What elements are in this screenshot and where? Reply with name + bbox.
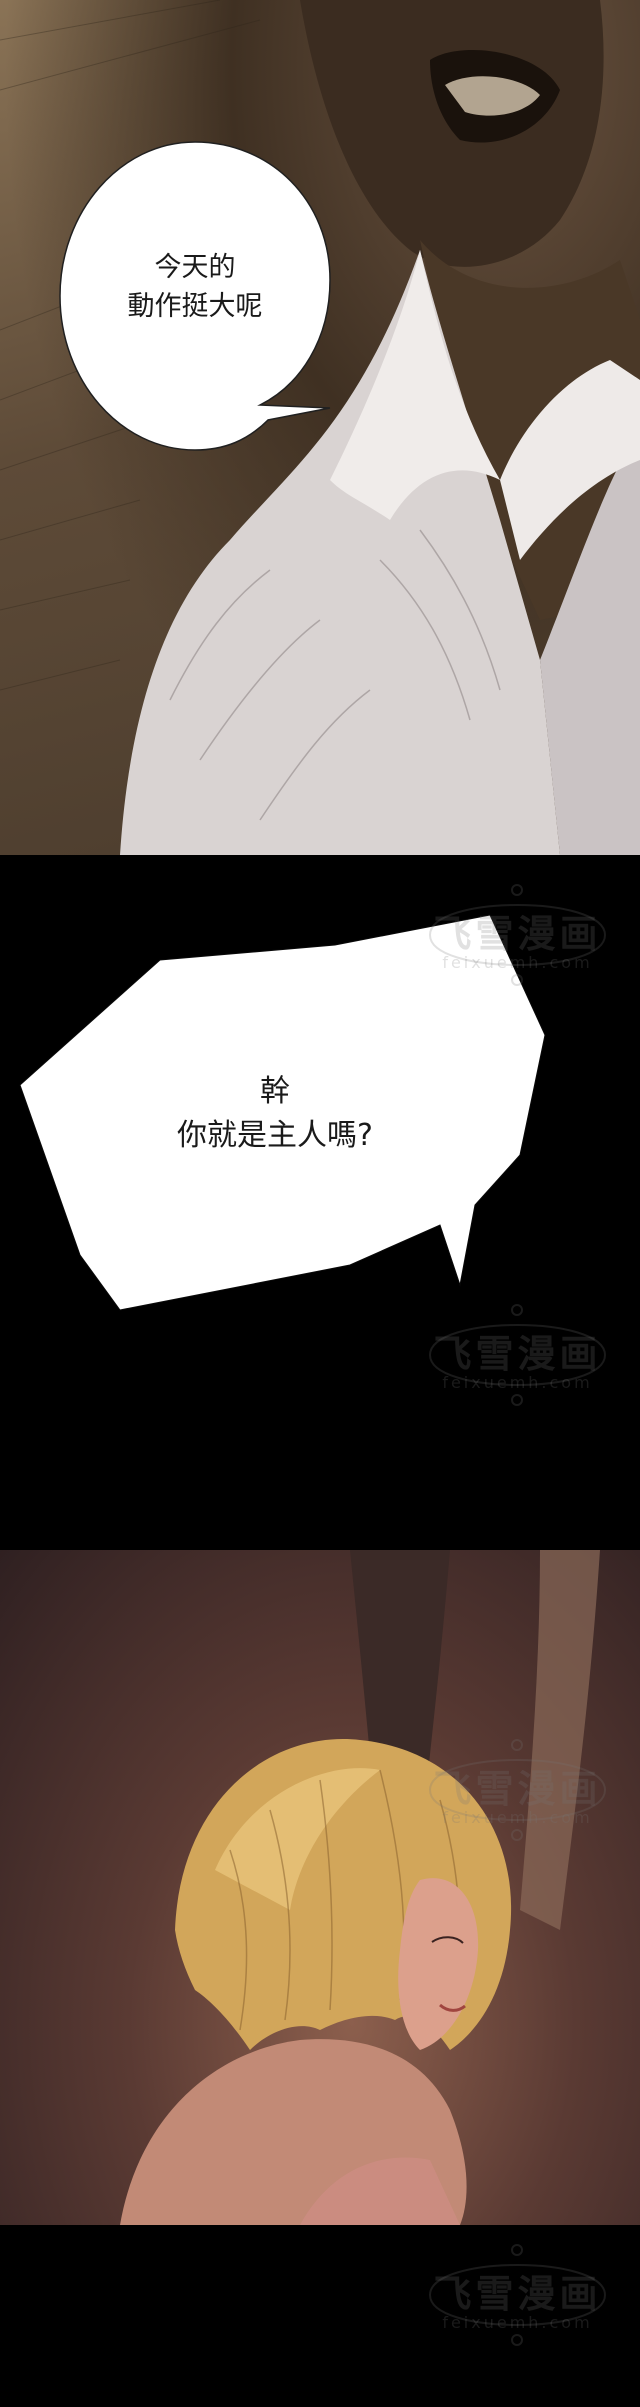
speech-bubble-text: 幹 你就是主人嗎? (177, 1074, 373, 1153)
panel-black-footer: 飞雪漫画 feixuemh.com (0, 2225, 640, 2407)
man-illustration (0, 0, 640, 855)
watermark-ornament-icon (428, 2244, 607, 2346)
watermark-title: 飞雪漫画 (433, 2272, 602, 2316)
panel-blonde-woman: 飞雪漫画 feixuemh.com (0, 1550, 640, 2225)
panel-man-shirt: 今天的 動作挺大呢 (0, 0, 640, 855)
speech-bubble-text: 今天的 動作挺大呢 (127, 252, 263, 323)
jagged-bubble (19, 914, 546, 1311)
panel-black-dialogue: 幹 你就是主人嗎? 飞雪漫画 feixuemh.com 飞雪漫画 feixuem… (0, 855, 640, 1550)
woman-illustration (120, 1550, 600, 2225)
speech-bubble (59, 141, 331, 451)
watermark: 飞雪漫画 feixuemh.com (400, 2235, 635, 2355)
watermark-subtitle: feixuemh.com (442, 2313, 593, 2332)
